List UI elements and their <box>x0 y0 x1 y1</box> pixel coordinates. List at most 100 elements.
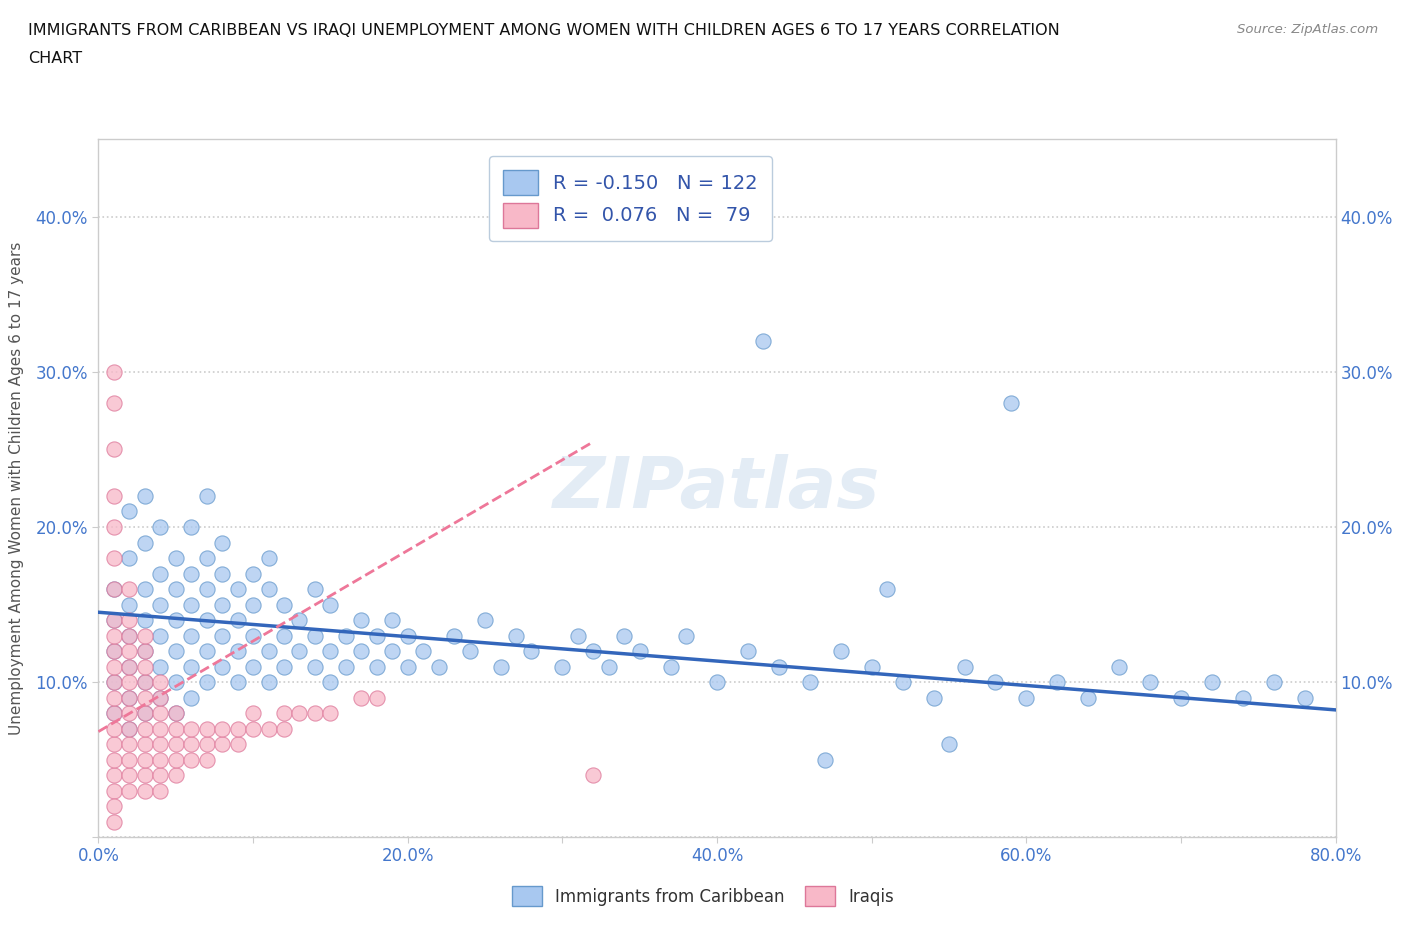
Point <box>118 613 141 628</box>
Point <box>165 721 187 736</box>
Point <box>257 581 280 596</box>
Point <box>876 581 898 596</box>
Point <box>1015 690 1038 705</box>
Y-axis label: Unemployment Among Women with Children Ages 6 to 17 years: Unemployment Among Women with Children A… <box>10 242 24 735</box>
Point <box>165 551 187 565</box>
Point <box>257 721 280 736</box>
Point <box>195 721 218 736</box>
Point <box>1232 690 1254 705</box>
Point <box>134 613 156 628</box>
Point <box>118 659 141 674</box>
Point <box>103 644 125 658</box>
Point <box>103 783 125 798</box>
Point <box>180 752 202 767</box>
Point <box>195 674 218 689</box>
Point <box>149 721 172 736</box>
Point <box>288 706 311 721</box>
Text: IMMIGRANTS FROM CARIBBEAN VS IRAQI UNEMPLOYMENT AMONG WOMEN WITH CHILDREN AGES 6: IMMIGRANTS FROM CARIBBEAN VS IRAQI UNEMP… <box>28 23 1060 38</box>
Point <box>165 706 187 721</box>
Point <box>134 581 156 596</box>
Point <box>149 674 172 689</box>
Point <box>814 752 837 767</box>
Point <box>180 721 202 736</box>
Point <box>242 659 264 674</box>
Point <box>675 628 697 643</box>
Point <box>180 566 202 581</box>
Point <box>381 644 404 658</box>
Point <box>953 659 976 674</box>
Point <box>149 752 172 767</box>
Point <box>103 365 125 379</box>
Point <box>659 659 682 674</box>
Point <box>211 597 233 612</box>
Point <box>195 488 218 503</box>
Point <box>134 674 156 689</box>
Point <box>304 659 326 674</box>
Point <box>103 488 125 503</box>
Point <box>1046 674 1069 689</box>
Point <box>134 659 156 674</box>
Point <box>211 659 233 674</box>
Point <box>381 613 404 628</box>
Point <box>319 674 342 689</box>
Point <box>118 752 141 767</box>
Point <box>211 566 233 581</box>
Point <box>180 737 202 751</box>
Point <box>319 597 342 612</box>
Point <box>412 644 434 658</box>
Point <box>134 674 156 689</box>
Point <box>165 674 187 689</box>
Point <box>149 767 172 782</box>
Point <box>165 752 187 767</box>
Point <box>103 752 125 767</box>
Point <box>165 644 187 658</box>
Point <box>103 628 125 643</box>
Point <box>118 690 141 705</box>
Point <box>180 690 202 705</box>
Point <box>103 395 125 410</box>
Point <box>319 644 342 658</box>
Point <box>103 581 125 596</box>
Point <box>149 690 172 705</box>
Point <box>273 597 295 612</box>
Point <box>257 551 280 565</box>
Point <box>103 613 125 628</box>
Point <box>613 628 636 643</box>
Point <box>273 721 295 736</box>
Point <box>474 613 496 628</box>
Point <box>984 674 1007 689</box>
Point <box>226 613 249 628</box>
Point <box>103 551 125 565</box>
Point <box>242 566 264 581</box>
Point <box>366 659 388 674</box>
Point <box>103 644 125 658</box>
Point <box>366 690 388 705</box>
Point <box>149 520 172 535</box>
Point <box>242 628 264 643</box>
Point <box>1170 690 1192 705</box>
Point <box>134 737 156 751</box>
Point <box>1108 659 1130 674</box>
Point <box>149 659 172 674</box>
Point <box>226 737 249 751</box>
Point <box>180 520 202 535</box>
Point <box>149 628 172 643</box>
Point <box>134 721 156 736</box>
Point <box>335 628 357 643</box>
Point <box>134 706 156 721</box>
Point <box>768 659 790 674</box>
Point <box>752 334 775 349</box>
Point <box>118 581 141 596</box>
Point <box>134 644 156 658</box>
Point <box>195 551 218 565</box>
Point <box>103 814 125 829</box>
Point <box>134 644 156 658</box>
Point <box>396 659 419 674</box>
Point <box>799 674 821 689</box>
Point <box>226 581 249 596</box>
Point <box>350 613 373 628</box>
Point <box>273 659 295 674</box>
Point <box>598 659 620 674</box>
Point <box>628 644 651 658</box>
Text: CHART: CHART <box>28 51 82 66</box>
